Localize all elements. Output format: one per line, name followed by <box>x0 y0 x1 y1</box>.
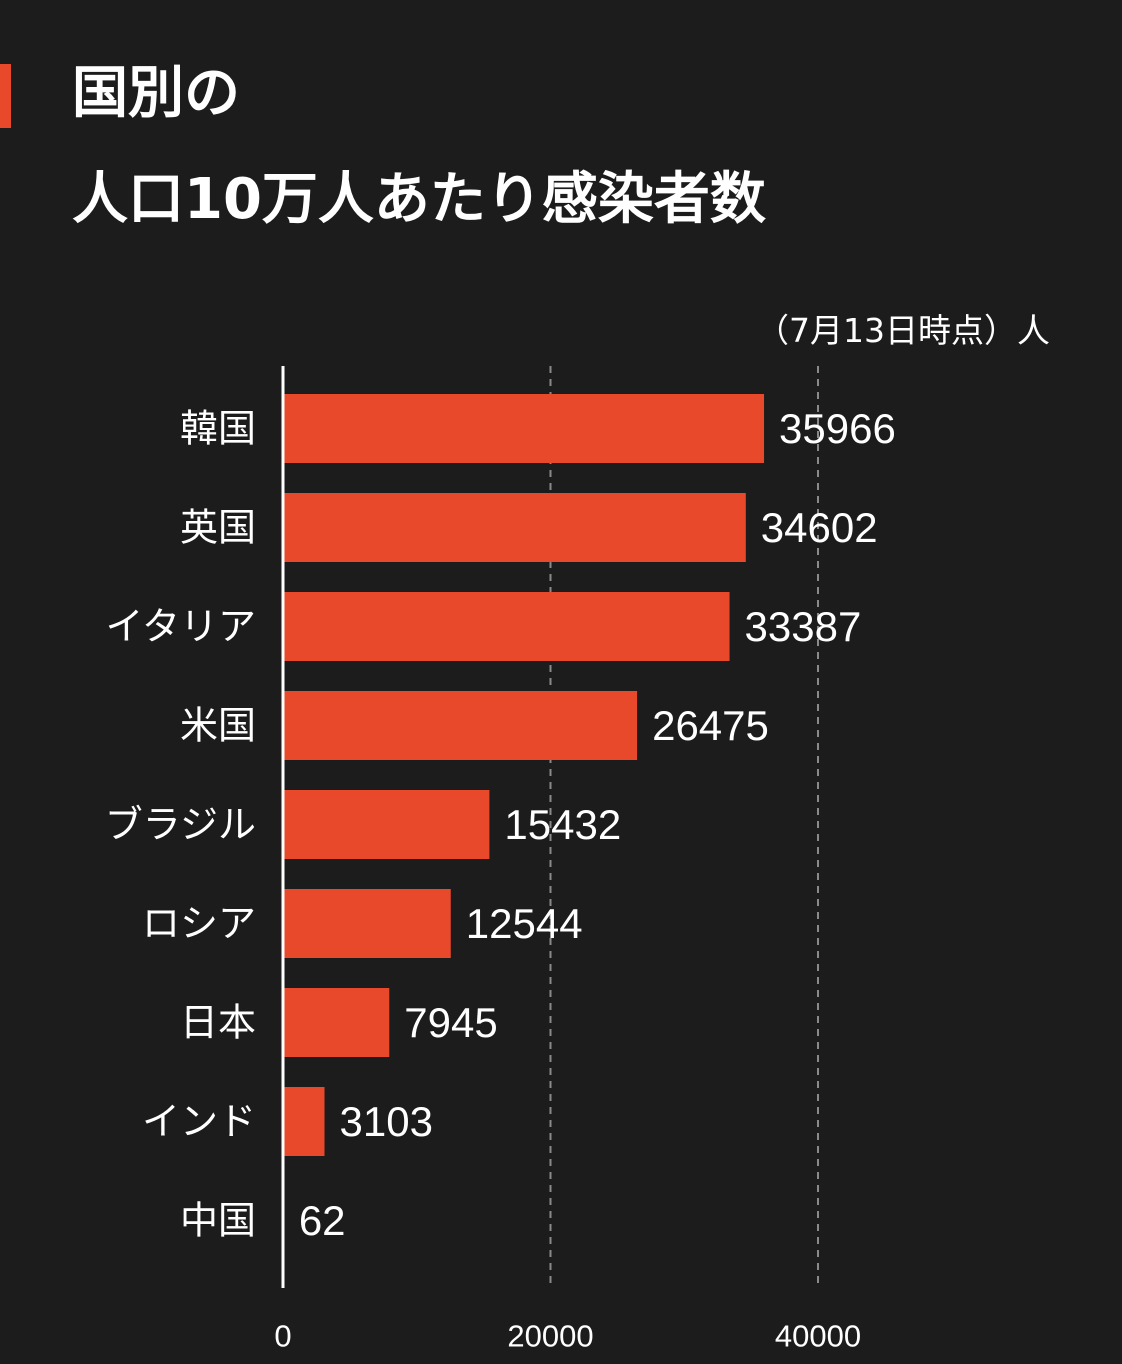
bar-0 <box>283 394 765 463</box>
value-label-6: 7945 <box>404 999 497 1046</box>
bars <box>283 394 765 1255</box>
category-label-5: ロシア <box>142 902 256 946</box>
x-tick-label-1: 20000 <box>507 1319 593 1354</box>
value-label-7: 3103 <box>340 1098 433 1145</box>
category-label-0: 韓国 <box>180 407 256 451</box>
chart-title-line-1: 国別の <box>72 61 240 126</box>
value-label-3: 26475 <box>652 702 769 749</box>
value-label-1: 34602 <box>761 504 878 551</box>
value-label-8: 62 <box>299 1197 346 1244</box>
bar-5 <box>283 889 451 958</box>
gridlines <box>549 366 819 1288</box>
chart-title-line-2: 人口10万人あたり感染者数 <box>72 167 766 232</box>
value-label-0: 35966 <box>779 405 896 452</box>
bar-3 <box>283 691 638 760</box>
category-label-6: 日本 <box>180 1001 256 1045</box>
bar-2 <box>283 592 730 661</box>
value-labels: 35966 34602 33387 26475 15432 12544 7945 3103 62 <box>299 405 896 1244</box>
value-label-2: 33387 <box>745 603 862 650</box>
category-label-4: ブラジル <box>105 803 256 847</box>
category-label-1: 英国 <box>180 506 256 550</box>
category-label-8: 中国 <box>180 1199 256 1243</box>
bar-4 <box>283 790 490 859</box>
category-label-2: イタリア <box>106 605 256 649</box>
bar-6 <box>283 988 390 1057</box>
unit-date-note: （7月13日時点）人 <box>756 311 1050 350</box>
x-tick-label-0: 0 <box>274 1319 291 1354</box>
title-accent-mark <box>0 64 11 128</box>
category-label-3: 米国 <box>180 704 256 748</box>
x-tick-label-2: 40000 <box>775 1319 861 1354</box>
x-tick-labels: 0 20000 40000 <box>274 1319 861 1354</box>
category-label-7: インド <box>142 1100 256 1144</box>
value-label-4: 15432 <box>504 801 621 848</box>
bar-1 <box>283 493 746 562</box>
bar-7 <box>283 1087 325 1156</box>
value-label-5: 12544 <box>466 900 583 947</box>
